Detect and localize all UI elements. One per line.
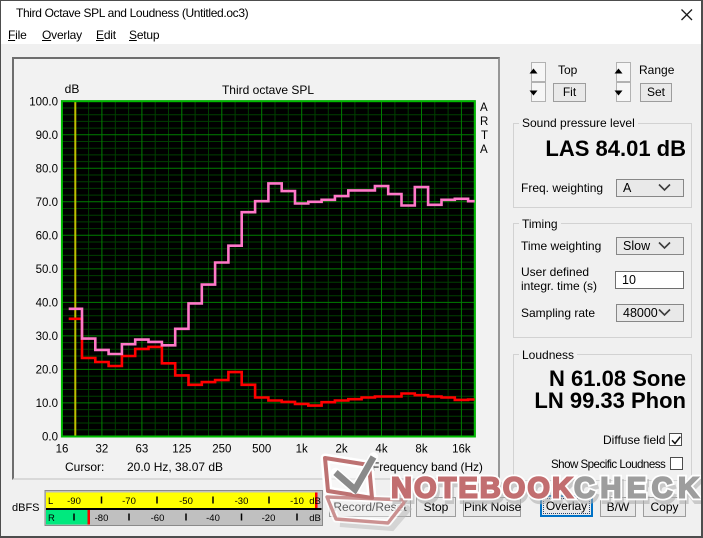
- svg-text:-20: -20: [262, 513, 276, 524]
- svg-text:-40: -40: [206, 513, 220, 524]
- svg-text:-90: -90: [67, 496, 81, 507]
- svg-text:-70: -70: [122, 496, 136, 507]
- svg-text:dB: dB: [309, 496, 321, 507]
- svg-text:-10: -10: [290, 496, 304, 507]
- svg-text:L: L: [48, 496, 53, 507]
- svg-text:-50: -50: [179, 496, 193, 507]
- svg-text:-60: -60: [151, 513, 165, 524]
- svg-text:-30: -30: [235, 496, 249, 507]
- svg-text:-80: -80: [95, 513, 109, 524]
- svg-text:dB: dB: [309, 513, 321, 524]
- svg-text:R: R: [48, 513, 55, 524]
